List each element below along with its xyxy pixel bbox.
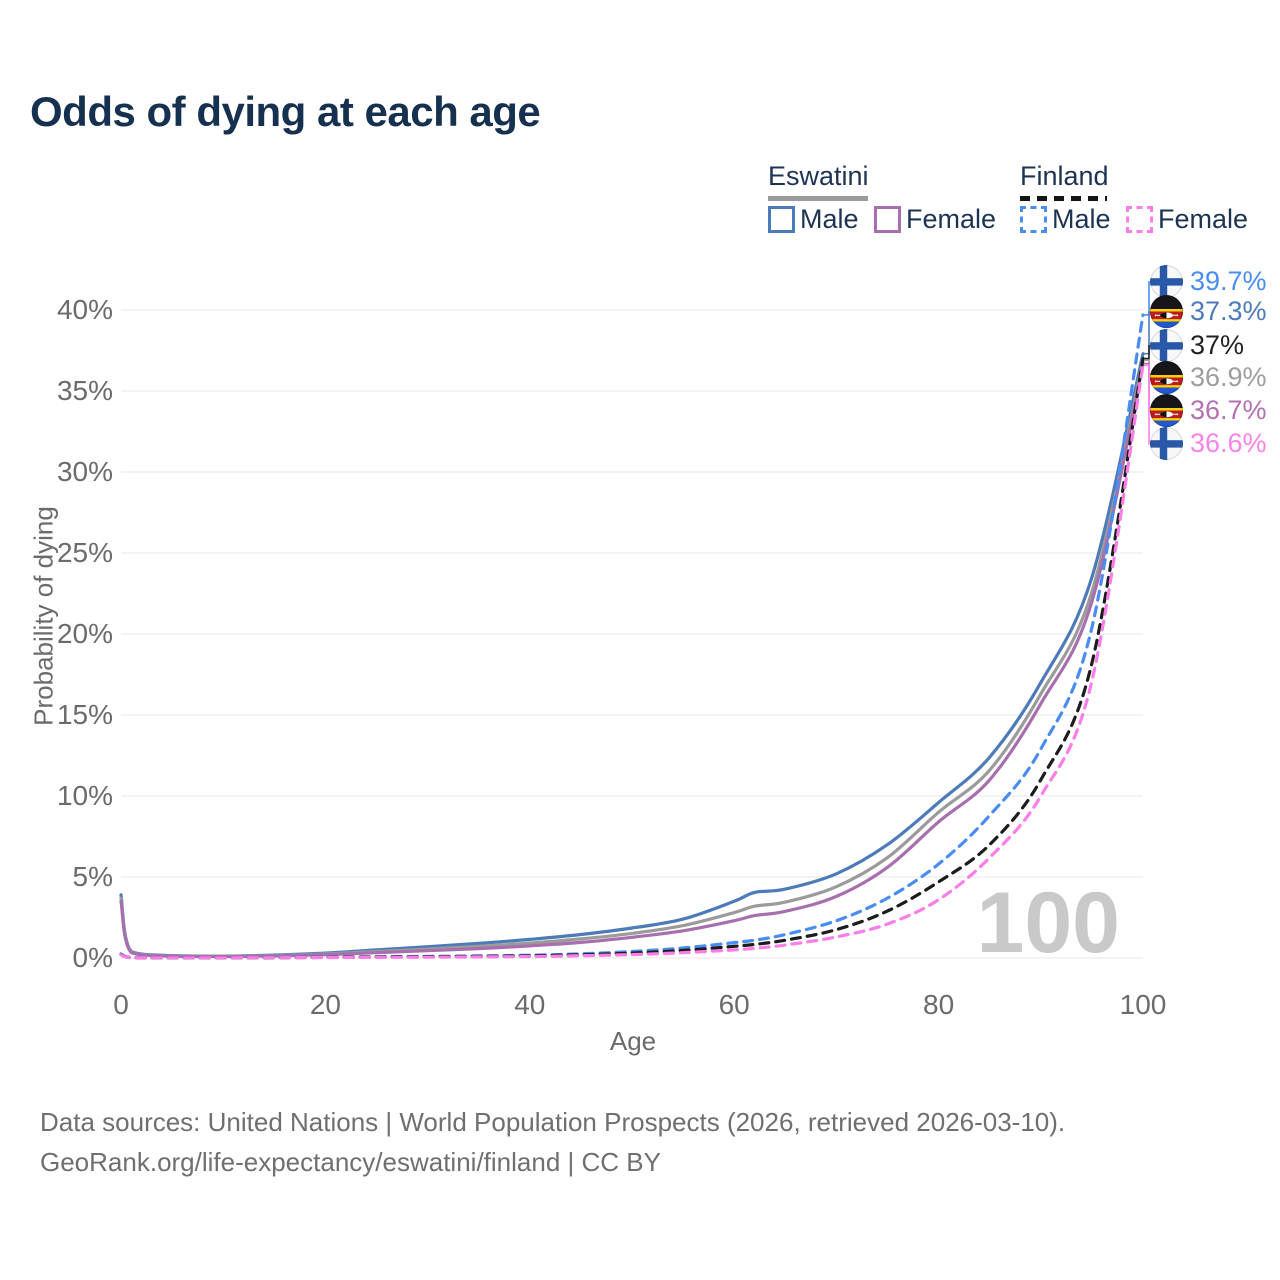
legend-item-label: Male (1052, 204, 1111, 234)
attribution-link-text: GeoRank.org/life-expectancy/eswatini/fin… (40, 1147, 661, 1177)
x-axis-title: Age (609, 1026, 657, 1056)
end-label-eswatini-both-sexes: 36.9% (1150, 361, 1267, 394)
y-tick-label: 40% (57, 294, 113, 325)
solid-line-swatch (768, 196, 868, 201)
x-tick-label: 100 (1120, 989, 1167, 1020)
y-tick-label: 10% (57, 780, 113, 811)
legend-item-eswatini-female[interactable]: Female (874, 204, 996, 235)
legend-item-label: Female (1158, 204, 1249, 234)
end-label-eswatini-male: 37.3% (1150, 295, 1267, 328)
legend-item-label: Female (906, 204, 997, 234)
eswatini-flag-icon (1150, 394, 1183, 427)
y-tick-label: 5% (73, 861, 113, 892)
x-tick-label: 40 (514, 989, 545, 1020)
x-tick-label: 60 (719, 989, 750, 1020)
y-tick-label: 0% (73, 942, 113, 973)
data-sources-text: Data sources: United Nations | World Pop… (40, 1107, 1066, 1137)
y-axis-title: Probability of dying (28, 506, 59, 726)
end-label-finland-both-sexes: 37% (1150, 329, 1244, 362)
x-tick-label: 20 (310, 989, 341, 1020)
female-solid-swatch-icon (874, 206, 901, 233)
end-label-value: 36.7% (1190, 395, 1267, 425)
eswatini-flag-icon (1150, 295, 1183, 328)
male-dashed-swatch-icon (1020, 206, 1047, 233)
age-cursor-watermark: 100 (977, 875, 1121, 971)
y-tick-label: 35% (57, 375, 113, 406)
series-line-eswatini-male (119, 352, 1145, 958)
end-label-value: 36.6% (1190, 428, 1267, 458)
finland-flag-icon (1150, 329, 1183, 362)
series-line-finland-both-sexes (119, 357, 1145, 960)
finland-flag-icon (1150, 265, 1183, 298)
x-tick-label: 0 (113, 989, 129, 1020)
finland-flag-icon (1150, 427, 1183, 460)
end-label-finland-female: 36.6% (1150, 427, 1267, 460)
end-label-finland-male: 39.7% (1150, 265, 1267, 298)
series-line-finland-female (119, 363, 1145, 960)
series-line-eswatini-both-sexes (119, 358, 1145, 958)
legend-group-label: Finland (1020, 161, 1109, 191)
dashed-line-swatch (1020, 196, 1107, 201)
y-tick-label: 20% (57, 618, 113, 649)
end-label-eswatini-female: 36.7% (1150, 394, 1267, 427)
end-label-value: 36.9% (1190, 362, 1267, 392)
page-title: Odds of dying at each age (30, 88, 541, 135)
x-tick-label: 80 (923, 989, 954, 1020)
legend-item-finland-male[interactable]: Male (1020, 204, 1111, 235)
end-label-value: 39.7% (1190, 266, 1267, 296)
end-label-value: 37.3% (1190, 296, 1267, 326)
legend-item-eswatini-male[interactable]: Male (768, 204, 859, 235)
y-tick-label: 15% (57, 699, 113, 730)
y-tick-label: 30% (57, 456, 113, 487)
legend-item-label: Male (800, 204, 859, 234)
male-solid-swatch-icon (768, 206, 795, 233)
legend-group-label: Eswatini (768, 161, 869, 191)
series-line-finland-male (119, 313, 1145, 960)
legend-group-finland: Finland (1020, 161, 1109, 201)
end-label-value: 37% (1190, 330, 1245, 360)
series-line-eswatini-female (119, 361, 1145, 958)
legend-group-eswatini: Eswatini (768, 161, 869, 201)
legend-item-finland-female[interactable]: Female (1126, 204, 1248, 235)
y-tick-label: 25% (57, 537, 113, 568)
female-dashed-swatch-icon (1126, 206, 1153, 233)
eswatini-flag-icon (1150, 361, 1183, 394)
